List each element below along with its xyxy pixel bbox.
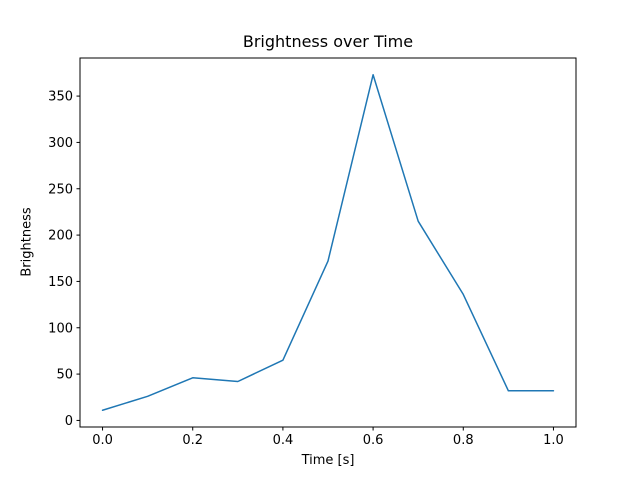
y-tick-label: 200 (48, 229, 73, 244)
x-tick-label: 0.4 (273, 433, 294, 448)
y-tick-label: 300 (48, 136, 73, 151)
y-tick-label: 250 (48, 182, 73, 197)
x-axis-label: Time [s] (301, 453, 355, 468)
axes-border (79, 57, 577, 428)
x-tick-label: 0.2 (182, 433, 203, 448)
x-tick-label: 0.0 (92, 433, 113, 448)
x-tick-label: 1.0 (543, 433, 564, 448)
x-tick-label: 0.8 (453, 433, 474, 448)
y-tick-label: 50 (56, 368, 73, 383)
y-tick-label: 350 (48, 90, 73, 105)
y-tick-label: 0 (65, 414, 73, 429)
y-tick-label: 100 (48, 321, 73, 336)
data-line (101, 74, 555, 411)
chart-title: Brightness over Time (242, 32, 414, 51)
y-tick-label: 150 (48, 275, 73, 290)
x-tick-label: 0.6 (363, 433, 384, 448)
